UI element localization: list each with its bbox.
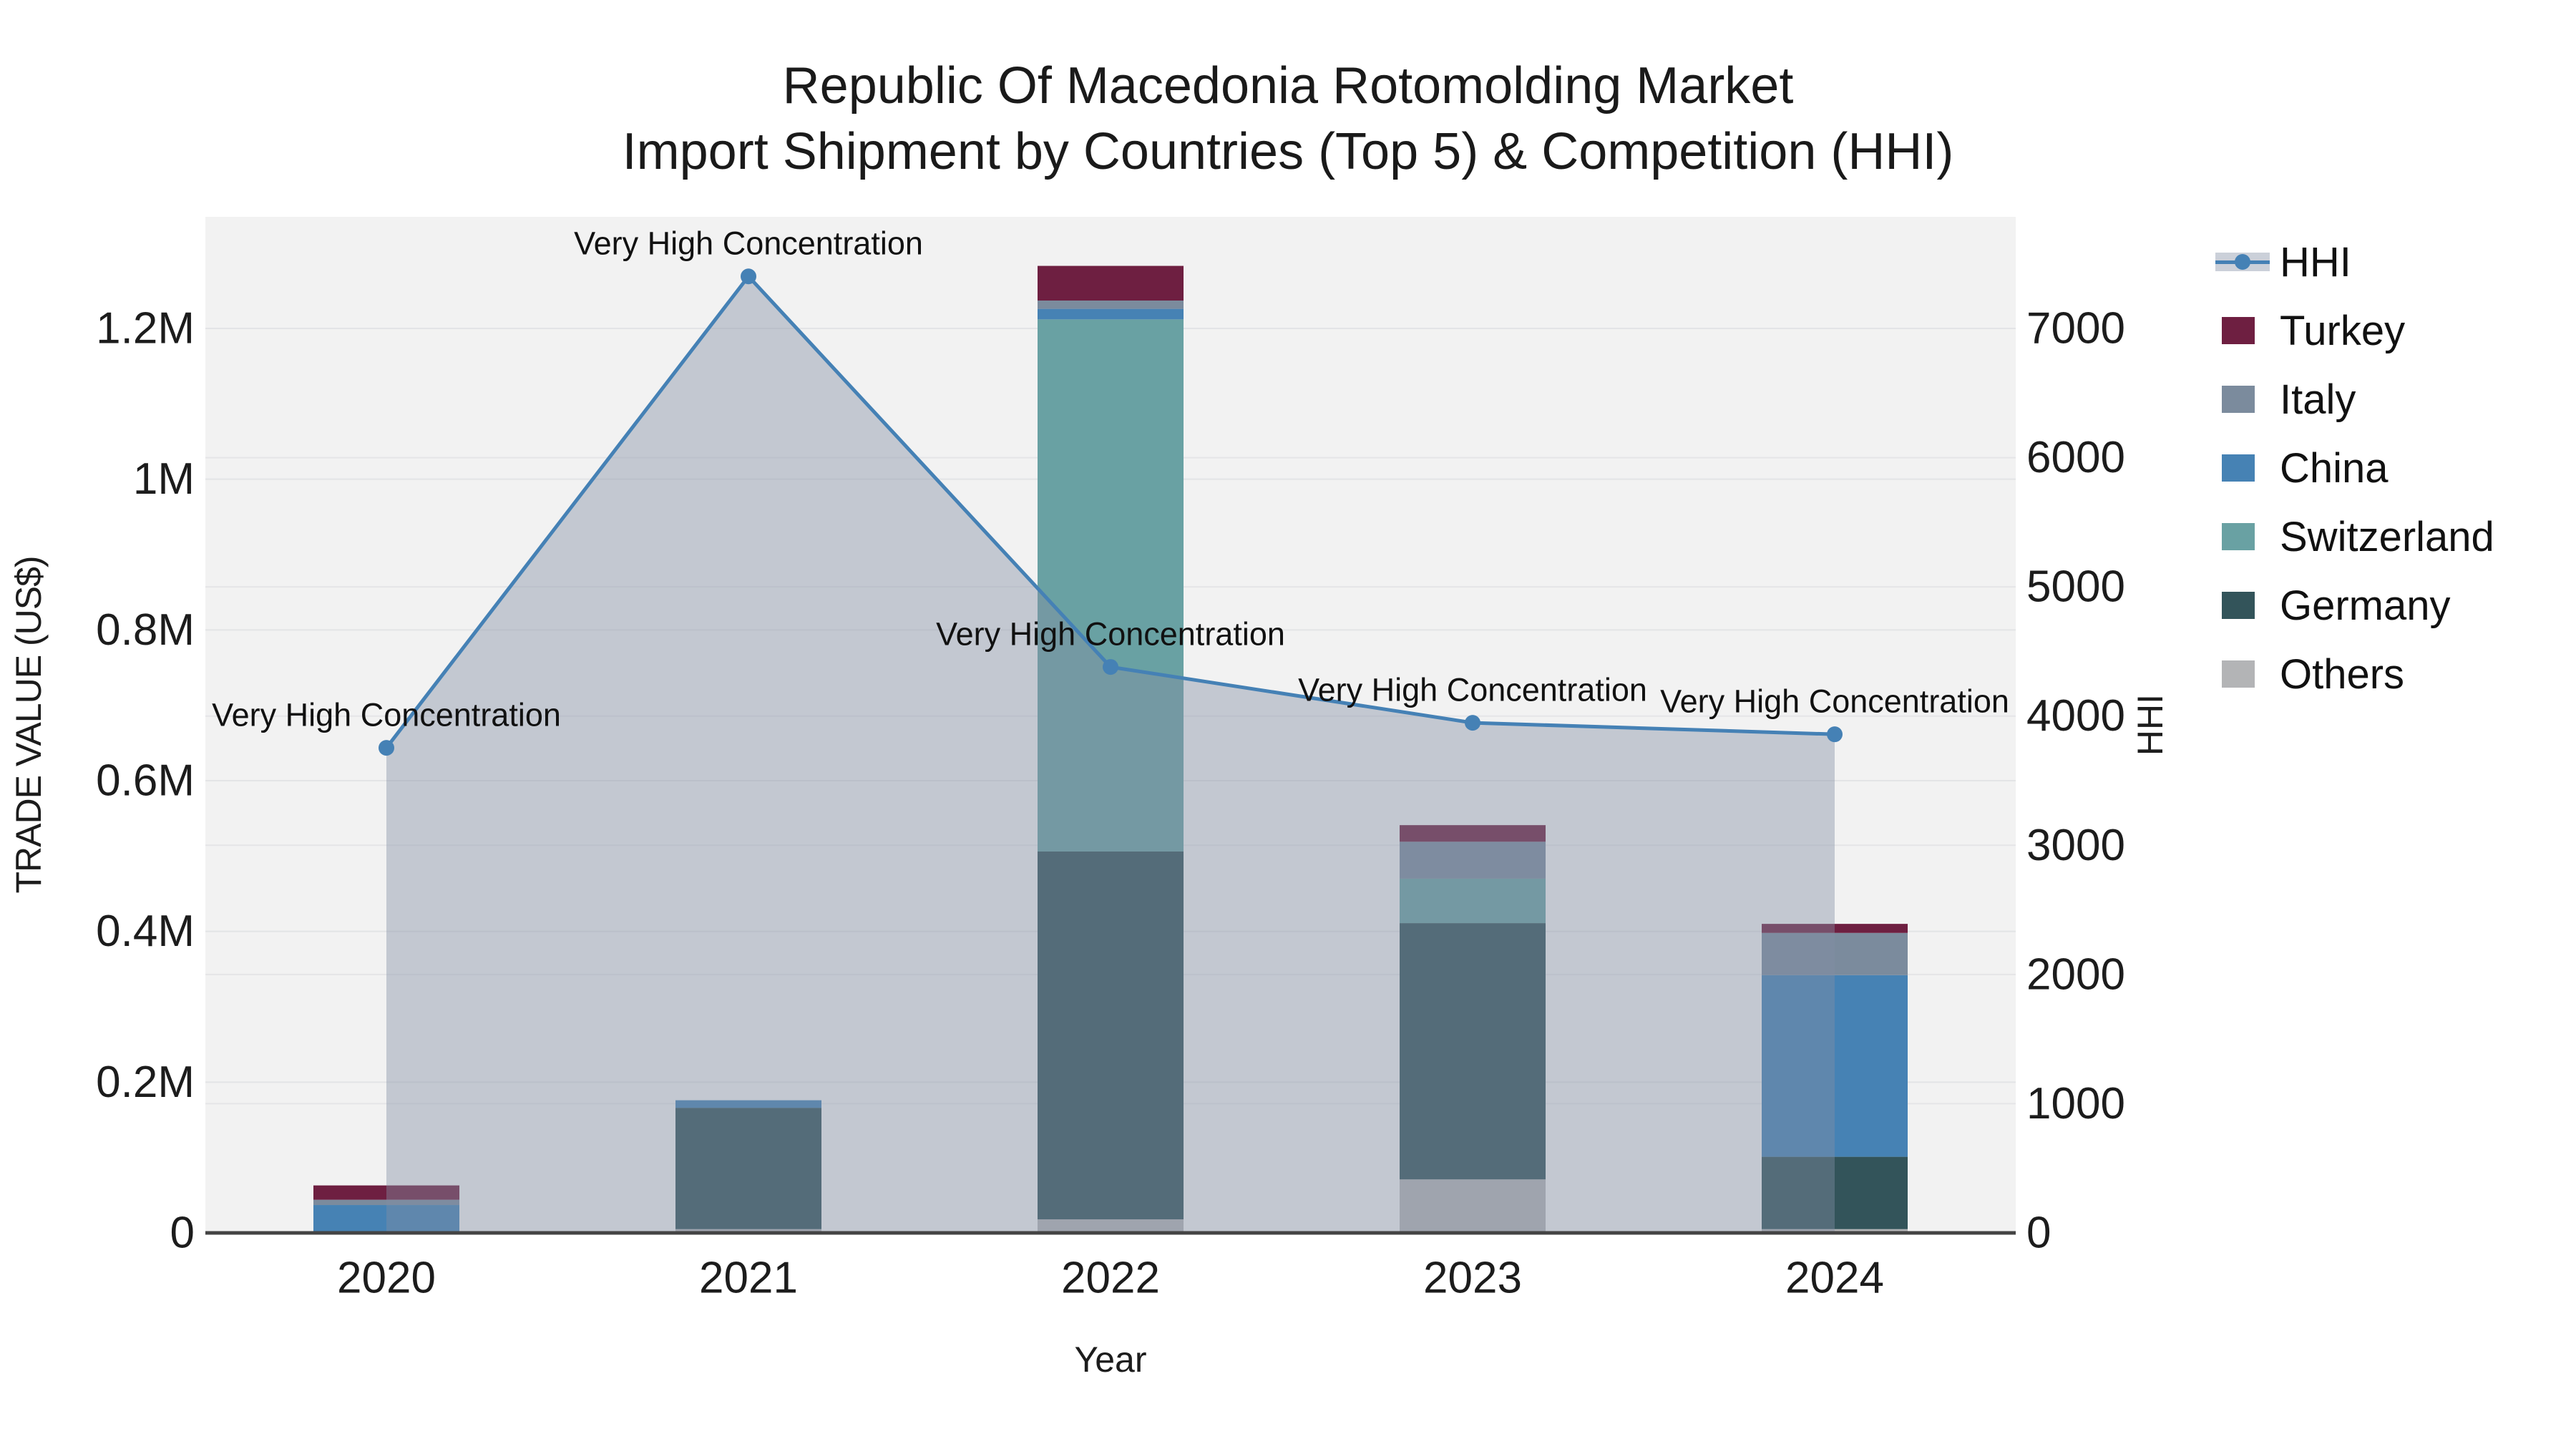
legend-marker-icon	[2235, 254, 2250, 270]
legend-swatch-icon	[2215, 590, 2270, 621]
hhi-point-2024[interactable]	[1827, 726, 1843, 743]
y-right-axis-title: HHI	[2130, 694, 2170, 756]
y-right-tick-label: 0	[2026, 1209, 2051, 1258]
annotation-2024: Very High Concentration	[1660, 683, 2009, 720]
y-right-tick-label: 5000	[2026, 562, 2125, 612]
y-left-tick-label: 0.6M	[96, 756, 195, 806]
hhi-point-2020[interactable]	[379, 740, 394, 756]
hhi-point-2021[interactable]	[741, 268, 756, 285]
y-left-tick-label: 0.8M	[96, 605, 195, 655]
y-right-tick-label: 3000	[2026, 821, 2125, 870]
bar-segment-2022-germany[interactable]	[1038, 852, 1184, 1220]
legend-label: Others	[2280, 650, 2405, 698]
legend-color-swatch	[2222, 386, 2255, 413]
legend-swatch-icon	[2215, 452, 2270, 484]
legend-label: Germany	[2280, 582, 2451, 629]
y-right-tick-label: 2000	[2026, 950, 2125, 999]
legend-label: Switzerland	[2280, 513, 2494, 560]
x-tick-label-2023: 2023	[1423, 1254, 1522, 1303]
legend-item-switzerland[interactable]: Switzerland	[2215, 502, 2494, 571]
bar-segment-2024-others[interactable]	[1762, 1229, 1908, 1233]
legend-item-italy[interactable]: Italy	[2215, 365, 2494, 434]
legend-label: HHI	[2280, 238, 2351, 286]
x-tick-label-2020: 2020	[337, 1254, 436, 1303]
chart-title-line1: Republic Of Macedonia Rotomolding Market	[782, 57, 1794, 114]
bar-segment-2020-turkey[interactable]	[313, 1185, 459, 1200]
bar-segment-2022-turkey[interactable]	[1038, 265, 1184, 301]
annotation-2023: Very High Concentration	[1298, 672, 1647, 708]
legend-item-hhi[interactable]: HHI	[2215, 228, 2494, 296]
bar-segment-2021-germany[interactable]	[675, 1108, 821, 1229]
bar-segment-2023-switzerland[interactable]	[1400, 878, 1546, 924]
bar-segment-2023-germany[interactable]	[1400, 923, 1546, 1180]
bar-segment-2022-others[interactable]	[1038, 1219, 1184, 1233]
x-axis-title: Year	[1074, 1340, 1146, 1380]
legend-color-swatch	[2222, 523, 2255, 550]
x-tick-label-2022: 2022	[1061, 1254, 1160, 1303]
y-left-tick-label: 0.4M	[96, 907, 195, 956]
y-right-tick-label: 7000	[2026, 304, 2125, 353]
hhi-point-2023[interactable]	[1465, 715, 1480, 731]
legend-swatch-icon	[2215, 521, 2270, 552]
bar-segment-2021-others[interactable]	[675, 1229, 821, 1233]
bar-segment-2024-italy[interactable]	[1762, 932, 1908, 975]
bar-segment-2024-china[interactable]	[1762, 975, 1908, 1157]
annotation-2021: Very High Concentration	[574, 225, 923, 262]
chart-title: Republic Of Macedonia Rotomolding Market…	[0, 53, 2576, 185]
chart-title-line2: Import Shipment by Countries (Top 5) & C…	[622, 123, 1954, 180]
bar-segment-2022-italy[interactable]	[1038, 301, 1184, 309]
legend-swatch-icon	[2215, 384, 2270, 415]
bar-segment-2023-others[interactable]	[1400, 1179, 1546, 1233]
legend-swatch-icon	[2215, 658, 2270, 690]
legend-item-china[interactable]: China	[2215, 434, 2494, 502]
legend-label: China	[2280, 444, 2389, 492]
hhi-area-fill	[386, 276, 1835, 1233]
bar-segment-2023-turkey[interactable]	[1400, 825, 1546, 842]
legend-item-others[interactable]: Others	[2215, 640, 2494, 708]
hhi-point-2022[interactable]	[1103, 659, 1118, 675]
bar-segment-2020-italy[interactable]	[313, 1199, 459, 1206]
legend-line-sample-icon	[2215, 246, 2270, 278]
y-left-tick-label: 0.2M	[96, 1058, 195, 1107]
legend-swatch-icon	[2215, 315, 2270, 346]
bar-segment-2022-switzerland[interactable]	[1038, 319, 1184, 852]
y-left-tick-label: 1.2M	[96, 304, 195, 353]
y-left-tick-label: 1M	[133, 454, 195, 504]
legend-color-swatch	[2222, 592, 2255, 619]
bar-segment-2024-germany[interactable]	[1762, 1156, 1908, 1229]
legend-item-turkey[interactable]: Turkey	[2215, 296, 2494, 365]
bar-segment-2024-turkey[interactable]	[1762, 924, 1908, 933]
y-right-tick-label: 4000	[2026, 691, 2125, 741]
bar-segment-2023-italy[interactable]	[1400, 841, 1546, 879]
bar-segment-2020-china[interactable]	[313, 1205, 459, 1233]
bar-segment-2021-china[interactable]	[675, 1100, 821, 1108]
legend: HHI Turkey Italy China Switzerland Germany Oth…	[2215, 228, 2494, 708]
x-tick-label-2024: 2024	[1785, 1254, 1884, 1303]
legend-item-germany[interactable]: Germany	[2215, 571, 2494, 640]
annotation-2020: Very High Concentration	[212, 697, 561, 733]
y-right-tick-label: 6000	[2026, 433, 2125, 482]
x-tick-label-2021: 2021	[699, 1254, 798, 1303]
y-left-tick-label: 0	[170, 1209, 195, 1258]
legend-color-swatch	[2222, 660, 2255, 688]
legend-label: Turkey	[2280, 307, 2406, 354]
y-left-axis-title: TRADE VALUE (US$)	[9, 556, 49, 893]
annotation-2022: Very High Concentration	[936, 616, 1285, 653]
legend-color-swatch	[2222, 454, 2255, 482]
y-right-tick-label: 1000	[2026, 1079, 2125, 1128]
legend-color-swatch	[2222, 317, 2255, 344]
bar-segment-2022-china[interactable]	[1038, 308, 1184, 320]
legend-label: Italy	[2280, 376, 2356, 423]
